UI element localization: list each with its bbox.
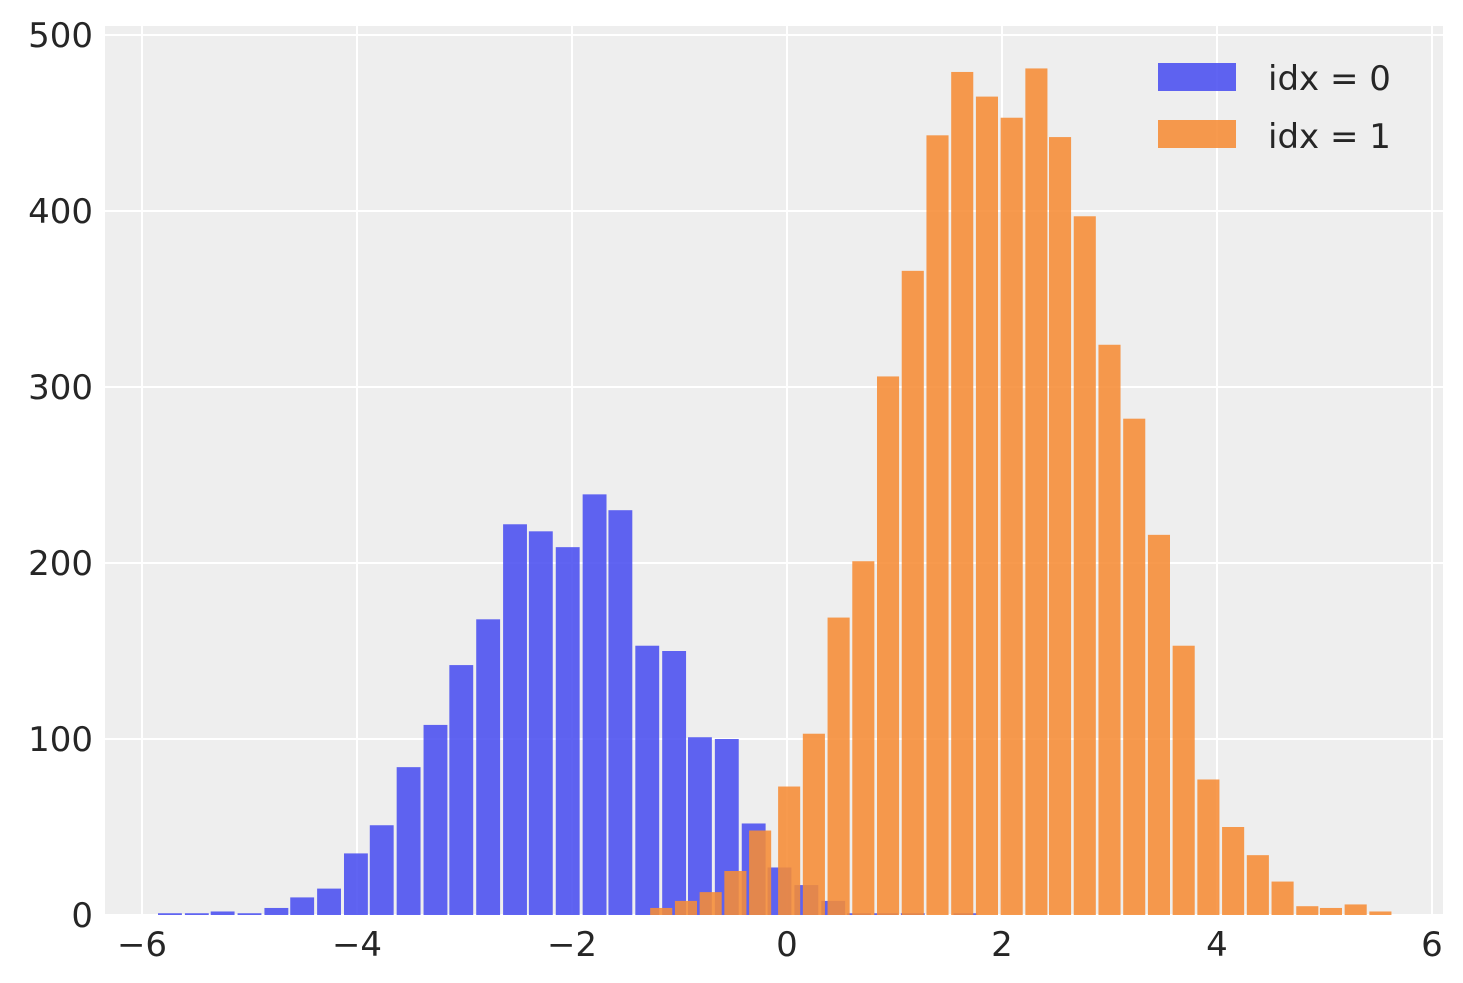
bar-series-0: [555, 547, 580, 915]
bar-series-1: [749, 830, 772, 915]
bar-series-0: [687, 737, 712, 915]
bar-series-1: [1222, 827, 1245, 915]
bar-series-0: [503, 524, 527, 915]
bar-series-1: [1246, 855, 1269, 915]
legend-label-idx-1: idx = 1: [1268, 117, 1391, 157]
x-tick-label: −4: [332, 925, 382, 965]
bar-series-1: [877, 376, 900, 915]
x-tick-label: −2: [547, 925, 597, 965]
bar-series-1: [975, 96, 998, 916]
bar-series-1: [1000, 117, 1023, 916]
bar-series-1: [852, 561, 875, 915]
bar-series-0: [396, 767, 421, 915]
bar-series-1: [1344, 904, 1367, 915]
bar-series-1: [1123, 418, 1146, 915]
y-tick-label: 500: [28, 16, 93, 56]
bar-series-1: [1369, 911, 1392, 915]
legend: idx = 0 idx = 1: [1158, 59, 1391, 157]
x-axis-tick-labels: −6 −4 −2 0 2 4 6: [117, 925, 1443, 965]
bar-series-1: [1319, 907, 1342, 915]
bar-series-0: [476, 619, 501, 915]
legend-label-idx-0: idx = 0: [1268, 59, 1391, 99]
bar-series-1: [1172, 645, 1195, 915]
bar-series-0: [184, 913, 209, 915]
bar-series-0: [449, 665, 474, 915]
x-tick-label: 4: [1206, 925, 1228, 965]
bar-series-1: [1271, 881, 1294, 915]
bar-series-1: [1147, 534, 1170, 915]
y-tick-label: 400: [28, 192, 93, 232]
y-axis-tick-labels: 0 100 200 300 400 500: [28, 16, 93, 936]
series-idx-0-bars: [158, 494, 978, 915]
bar-series-0: [317, 888, 341, 915]
bar-series-1: [802, 733, 825, 915]
bar-series-0: [290, 897, 315, 915]
bar-series-1: [827, 617, 850, 915]
bar-series-1: [650, 907, 673, 915]
bar-series-1: [1049, 137, 1072, 915]
bar-series-1: [674, 900, 697, 915]
legend-swatch-idx-1: [1158, 120, 1236, 148]
bar-series-0: [210, 911, 235, 915]
bar-series-0: [528, 531, 553, 915]
bar-series-1: [1197, 779, 1220, 915]
bar-series-1: [1073, 216, 1096, 915]
bar-series-1: [1025, 68, 1048, 915]
bar-series-0: [343, 853, 368, 915]
x-tick-label: 2: [991, 925, 1013, 965]
x-tick-label: 6: [1421, 925, 1443, 965]
y-tick-label: 200: [28, 544, 93, 584]
y-tick-label: 0: [71, 896, 93, 936]
bar-series-0: [608, 510, 633, 915]
bar-series-0: [635, 645, 660, 915]
x-tick-label: 0: [776, 925, 798, 965]
bar-series-0: [662, 651, 687, 915]
bar-series-1: [951, 71, 974, 915]
legend-swatch-idx-0: [1158, 63, 1236, 91]
y-tick-label: 300: [28, 368, 93, 408]
bar-series-1: [1296, 906, 1319, 915]
bar-series-1: [778, 786, 801, 915]
plot-background: [105, 26, 1443, 916]
bar-series-1: [699, 892, 722, 915]
series-idx-1-bars: [650, 68, 1392, 916]
x-tick-label: −6: [117, 925, 167, 965]
bar-series-0: [264, 907, 289, 915]
bar-series-1: [926, 135, 949, 915]
bar-series-0: [237, 913, 262, 915]
bar-series-1: [901, 270, 924, 916]
bar-series-0: [582, 494, 607, 915]
bar-series-0: [423, 724, 448, 915]
bar-series-1: [1098, 344, 1121, 915]
bar-series-0: [369, 825, 394, 915]
y-tick-label: 100: [28, 720, 93, 760]
bar-series-1: [724, 871, 747, 915]
bar-series-0: [158, 913, 182, 915]
